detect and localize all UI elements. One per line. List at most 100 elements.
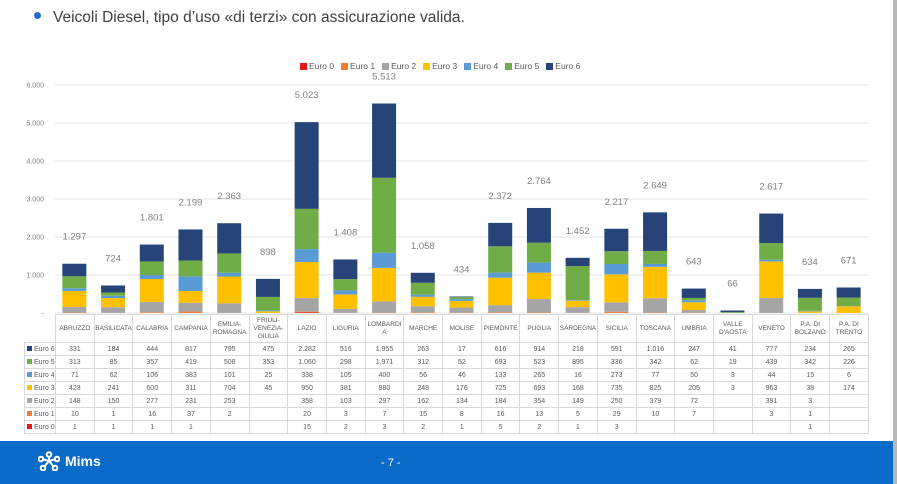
- table-cell: 616: [480, 342, 521, 356]
- network-star-icon: [38, 451, 60, 471]
- bar-segment-euro-6-molise: [449, 296, 474, 298]
- table-cell: 2.282: [287, 342, 327, 356]
- table-cell: 508: [209, 355, 250, 369]
- table-cell: 600: [132, 381, 173, 395]
- legend-label: Euro 5: [514, 61, 540, 71]
- table-cell: 3: [712, 381, 753, 395]
- bar-segment-euro-3-piemonte: [488, 277, 513, 306]
- total-label-veneto: 2.617: [759, 182, 783, 193]
- total-label-piemonte: 2.372: [488, 191, 512, 202]
- legend-swatch: [505, 62, 513, 70]
- total-label-campania: 2.199: [179, 197, 203, 208]
- table-row-euro-1: Euro 1 10 1 16 37 2 20 3 7 15 8 16 13 5 29 10 7 3 1: [24, 407, 869, 421]
- bar-segment-euro-6-p-a-di-trento: [836, 287, 861, 298]
- table-cell: [829, 407, 869, 421]
- stacked-bar-chart: - 1.000 2.000 3.000 4.000 5.000 6.000 1.297 724 1…: [26, 72, 868, 318]
- table-cell: [829, 420, 869, 434]
- total-label-calabria: 1.801: [140, 213, 164, 224]
- table-cell: 248: [403, 381, 444, 395]
- bar-segment-euro-3-lazio: [294, 261, 319, 299]
- bar-segment-euro-1-sicilia: [604, 311, 629, 313]
- table-cell: [248, 420, 289, 434]
- bar-segment-euro-5-friuli-venezia-giulia: [255, 296, 280, 311]
- table-cell: 3: [712, 368, 753, 382]
- table-cell: 265: [519, 368, 560, 382]
- table-cell: 10: [55, 407, 95, 421]
- legend-item-euro-2: Euro 2: [382, 61, 416, 71]
- bar-segment-euro-2-toscana: [643, 298, 668, 313]
- table-cell: 105: [325, 368, 366, 382]
- table-cell: 162: [403, 394, 444, 408]
- table-cell: 71: [55, 368, 95, 382]
- bar-segment-euro-3-sardegna: [565, 300, 590, 308]
- table-cell: 331: [55, 342, 95, 356]
- total-label-friuli-venezia-giulia: 898: [260, 247, 276, 258]
- bar-segment-euro-6-lazio: [294, 122, 319, 209]
- table-cell: 253: [209, 394, 250, 408]
- table-cell: 817: [171, 342, 211, 356]
- table-cell: 50: [674, 368, 714, 382]
- bar-segment-euro-5-puglia: [526, 242, 551, 263]
- legend-item-euro-0: Euro 0: [300, 61, 334, 71]
- bar-segment-euro-6-umbria: [681, 288, 706, 298]
- bar-segment-euro-1-marche: [410, 312, 435, 313]
- table-cell: 6: [829, 368, 869, 382]
- bar-segment-euro-4-sardegna: [565, 300, 590, 301]
- table-cell: 1: [93, 407, 134, 421]
- category-label-calabria: CALABRIA: [132, 314, 173, 343]
- table-cell: 914: [519, 342, 560, 356]
- category-label-umbria: UMBRIA: [674, 314, 714, 343]
- table-cell: 205: [674, 381, 714, 395]
- table-cell: 134: [442, 394, 482, 408]
- row-label: Euro 1: [24, 407, 56, 421]
- table-cell: 400: [364, 368, 405, 382]
- legend-label: Euro 2: [391, 61, 417, 71]
- bar-segment-euro-5-piemonte: [488, 246, 513, 273]
- bar-segment-euro-6-p-a-di-bolzano: [797, 288, 822, 298]
- bar-segment-euro-2-veneto: [759, 298, 784, 313]
- table-cell: 45: [248, 381, 289, 395]
- bar-segment-euro-3-puglia: [526, 272, 551, 299]
- table-row-euro-0: Euro 0 1 1 1 1 15 2 3 2 1 5 2 1 3 1: [24, 420, 869, 434]
- table-cell: 184: [480, 394, 521, 408]
- bar-segment-euro-5-marche: [410, 282, 435, 295]
- table-cell: 247: [674, 342, 714, 356]
- table-cell: 358: [287, 394, 327, 408]
- table-cell: 313: [55, 355, 95, 369]
- table-cell: 17: [442, 342, 482, 356]
- table-cell: 342: [635, 355, 676, 369]
- logo-text: Mims: [65, 453, 101, 469]
- bar-segment-euro-5-lazio: [294, 208, 319, 250]
- bar-segment-euro-3-liguria: [333, 294, 358, 309]
- table-cell: 148: [55, 394, 95, 408]
- table-corner-cell: [24, 314, 56, 343]
- table-cell: 1: [558, 420, 598, 434]
- table-cell: 354: [519, 394, 560, 408]
- row-label: Euro 4: [24, 368, 56, 382]
- legend-item-euro-4: Euro 4: [464, 61, 498, 71]
- legend-swatch: [341, 62, 349, 70]
- bar-segment-euro-1-lazio: [294, 311, 319, 313]
- table-cell: 103: [325, 394, 366, 408]
- bar-segment-euro-4-friuli-venezia-giulia: [255, 310, 280, 312]
- total-label-puglia: 2.764: [527, 176, 551, 187]
- category-label-marche: MARCHE: [403, 314, 444, 343]
- category-label-toscana: TOSCANA: [635, 314, 676, 343]
- table-cell: 218: [558, 342, 598, 356]
- bar-segment-euro-4-liguria: [333, 290, 358, 295]
- bar-segment-euro-6-sicilia: [604, 228, 629, 252]
- row-label-text: Euro 5: [34, 358, 55, 366]
- table-cell: 357: [132, 355, 173, 369]
- table-row-euro-6: Euro 6 331 184 444 817 795 475 2.282 516 1.955 263…: [24, 342, 869, 356]
- table-cell: 20: [287, 407, 327, 421]
- table-cell: 379: [635, 394, 676, 408]
- table-cell: [635, 420, 676, 434]
- bar-segment-euro-3-veneto: [759, 261, 784, 299]
- total-label-lombardia: 5.513: [372, 72, 396, 83]
- table-cell: 963: [751, 381, 792, 395]
- bar-segment-euro-4-marche: [410, 294, 435, 297]
- bar-segment-euro-4-emilia-romagna: [217, 272, 242, 277]
- bar-segment-euro-2-sardegna: [565, 307, 590, 313]
- table-cell: 444: [132, 342, 173, 356]
- table-cell: [248, 407, 289, 421]
